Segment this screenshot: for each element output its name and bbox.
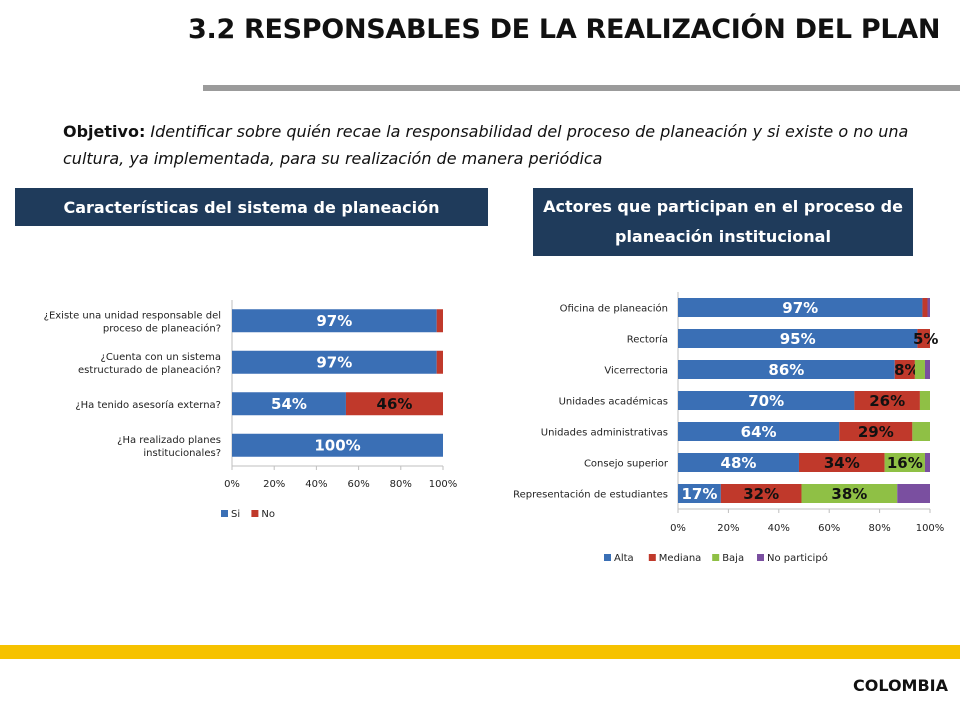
right-section-header: Actores que participan en el proceso de … (533, 188, 913, 256)
title-underline (203, 85, 960, 91)
chart1-category-label: ¿Existe una unidad responsable del proces… (44, 310, 221, 334)
chart2-bar-no-participó (924, 453, 930, 472)
chart1-bar-si (232, 309, 437, 333)
chart2-tick-label: 40% (768, 523, 790, 534)
chart2-data-label: 29% (858, 423, 894, 441)
page-title: 3.2 RESPONSABLES DE LA REALIZACIÓN DEL P… (188, 14, 941, 45)
chart2-bar-alta (678, 453, 799, 472)
chart2-tick-label: 0% (670, 523, 686, 534)
chart2-bar-mediana (922, 298, 928, 317)
chart1-category-label: ¿Cuenta con un sistema estructurado de pl… (78, 352, 221, 376)
chart2-data-label: 34% (824, 454, 860, 472)
chart2-legend-label: Baja (722, 553, 744, 564)
chart2-data-label: 5% (913, 330, 938, 348)
chart2-category-label: Oficina de planeación (560, 303, 668, 315)
chart1-tick-label: 60% (347, 479, 369, 490)
chart2-category-label: Unidades administrativas (541, 428, 668, 439)
chart2-bar-mediana (798, 453, 885, 472)
chart2-bar-mediana (720, 484, 802, 503)
chart2-bar-baja (884, 453, 925, 472)
chart2-category-label: Vicerrectoria (604, 366, 668, 377)
chart1-tick-label: 80% (390, 479, 412, 490)
chart2-bar-no-participó (924, 360, 930, 379)
chart2-bar-baja (919, 391, 930, 410)
objective-paragraph: Objetivo: Identificar sobre quién recae … (63, 118, 943, 172)
chart1-category-label: ¿Ha tenido asesoría externa? (75, 399, 221, 411)
chart1-legend-label: No (261, 509, 275, 520)
chart2-legend-swatch (604, 554, 611, 561)
chart1-data-label: 46% (377, 395, 413, 413)
chart2-bar-no-participó (927, 298, 930, 317)
objective-text: Identificar sobre quién recae la respons… (63, 122, 909, 168)
chart1-legend-swatch (221, 510, 228, 517)
chart1-bar-si (232, 350, 437, 374)
chart2-bar-alta (678, 298, 923, 317)
chart1-tick-label: 100% (429, 479, 458, 490)
chart2-data-label: 48% (721, 454, 757, 472)
chart2-data-label: 26% (869, 392, 905, 410)
chart2-data-label: 86% (768, 361, 804, 379)
chart2-category-label: Rectoría (627, 334, 668, 346)
chart1-tick-label: 0% (224, 479, 240, 490)
chart2-legend-label: Mediana (659, 553, 702, 564)
chart2-legend-swatch (648, 554, 656, 561)
chart2-tick-label: 60% (818, 523, 840, 534)
chart2-category-label: Consejo superior (584, 459, 669, 470)
chart2-data-label: 95% (780, 330, 816, 348)
chart2-category-label: Unidades académicas (559, 396, 668, 408)
chart1-data-label: 54% (271, 395, 307, 413)
chart2-legend-label: Alta (614, 553, 634, 564)
chart2-bar-baja (914, 360, 925, 379)
chart1-bar-no (436, 309, 443, 333)
chart1-data-label: 97% (316, 312, 352, 330)
chart2-bar-alta (678, 422, 840, 441)
chart2-data-label: 64% (741, 423, 777, 441)
chart2-bar-alta (678, 360, 895, 379)
chart2-legend-swatch (757, 554, 764, 561)
chart1-category-label: ¿Ha realizado planes institucionales? (117, 435, 221, 459)
chart1-data-label: 100% (314, 437, 360, 455)
footer-bar (0, 645, 960, 659)
chart2-data-label: 16% (887, 454, 923, 472)
chart1-tick-label: 40% (305, 479, 327, 490)
chart2-bar-mediana (839, 422, 913, 441)
chart1-tick-label: 20% (263, 479, 285, 490)
chart2-bar-baja (912, 422, 930, 441)
chart2-data-label: 8% (894, 361, 919, 379)
left-section-header: Características del sistema de planeació… (15, 188, 488, 226)
chart1-bar-si (232, 433, 443, 457)
chart2-legend-swatch (712, 554, 720, 561)
chart2-data-label: 97% (782, 299, 818, 317)
chart2-tick-label: 20% (717, 523, 739, 534)
chart2-category-label: Representación de estudiantes (513, 489, 668, 501)
chart1-bar-si (232, 392, 346, 416)
chart2-bar-alta (678, 484, 721, 503)
objective-lead: Objetivo: (63, 122, 146, 141)
footer-country: COLOMBIA (852, 676, 948, 695)
chart2-bar-mediana (917, 329, 930, 348)
chart2-data-label: 17% (681, 485, 717, 503)
chart2-bar-alta (678, 329, 918, 348)
chart2-bar-baja (801, 484, 898, 503)
chart2-data-label: 70% (748, 392, 784, 410)
chart2-legend-label: No participó (767, 552, 828, 564)
chart2-bar-no-participó (897, 484, 930, 503)
chart2-tick-label: 100% (916, 523, 945, 534)
chart2-bar-mediana (854, 391, 920, 410)
chart2-bar-mediana (894, 360, 915, 379)
chart1-bar-no (345, 392, 443, 416)
chart2-bar-alta (678, 391, 855, 410)
chart1-legend-label: Si (231, 509, 240, 520)
chart2-data-label: 32% (743, 485, 779, 503)
chart1-bar-no (436, 350, 443, 374)
chart2-data-label: 38% (831, 485, 867, 503)
chart2-tick-label: 80% (868, 523, 890, 534)
chart1-data-label: 97% (316, 354, 352, 372)
chart1-legend-swatch (251, 510, 259, 517)
